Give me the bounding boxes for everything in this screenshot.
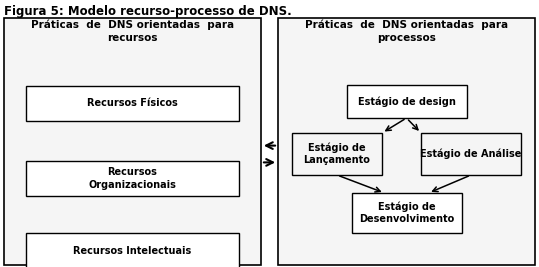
Text: Estágio de Análise: Estágio de Análise xyxy=(420,149,522,159)
Text: Práticas  de  DNS orientadas  para
processos: Práticas de DNS orientadas para processo… xyxy=(305,20,508,43)
Bar xyxy=(278,18,535,265)
Text: Estágio de design: Estágio de design xyxy=(357,96,455,107)
Bar xyxy=(351,193,461,233)
Text: Figura 5: Modelo recurso-processo de DNS.: Figura 5: Modelo recurso-processo de DNS… xyxy=(4,5,292,18)
Bar xyxy=(26,86,239,121)
Bar xyxy=(26,161,239,196)
Bar xyxy=(26,233,239,267)
Bar xyxy=(421,133,521,175)
Bar xyxy=(4,18,261,265)
Bar xyxy=(347,85,466,118)
Text: Recursos Intelectuais: Recursos Intelectuais xyxy=(73,245,192,256)
Text: Estágio de
Desenvolvimento: Estágio de Desenvolvimento xyxy=(359,202,454,225)
Text: Estágio de
Lançamento: Estágio de Lançamento xyxy=(303,143,370,166)
Text: Recursos
Organizacionais: Recursos Organizacionais xyxy=(88,167,176,190)
Bar xyxy=(292,133,382,175)
Text: Recursos Físicos: Recursos Físicos xyxy=(87,99,178,108)
Text: Práticas  de  DNS orientadas  para
recursos: Práticas de DNS orientadas para recursos xyxy=(31,20,234,43)
